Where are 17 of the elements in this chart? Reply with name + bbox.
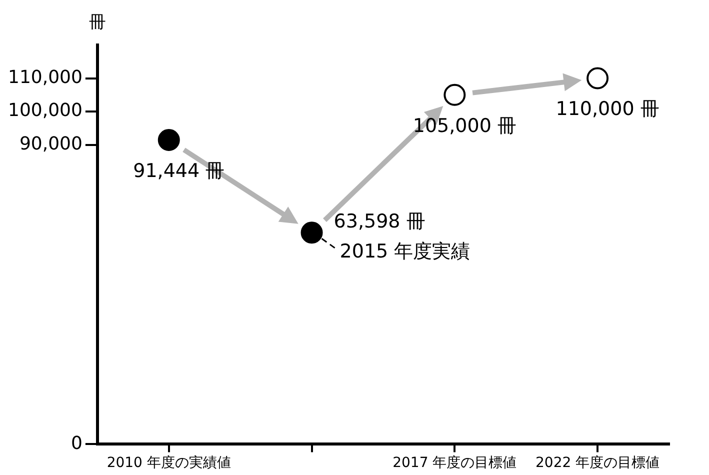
data-label: 63,598 冊 — [334, 210, 426, 233]
y-tick-label: 110,000 — [8, 66, 82, 88]
x-tick-label: 2022 年度の目標値 — [536, 455, 660, 472]
y-axis-title: 冊 — [88, 12, 106, 32]
data-label: 105,000 冊 — [412, 114, 516, 137]
data-label: 110,000 冊 — [556, 98, 660, 120]
point — [158, 128, 180, 151]
y-tick-label: 90,000 — [19, 133, 82, 154]
point — [444, 84, 466, 106]
x-tick-label: 2010 年度の実績値 — [106, 455, 231, 472]
y-tick-label: 100,000 — [8, 100, 82, 122]
x-tick-label: 2017 年度の目標値 — [392, 455, 517, 472]
y-tick-label: 0 — [70, 432, 82, 454]
point — [300, 222, 323, 244]
data-label: 91,444 冊 — [133, 160, 225, 182]
annotation: 2015 年度実績 — [340, 240, 470, 263]
point — [586, 67, 609, 90]
